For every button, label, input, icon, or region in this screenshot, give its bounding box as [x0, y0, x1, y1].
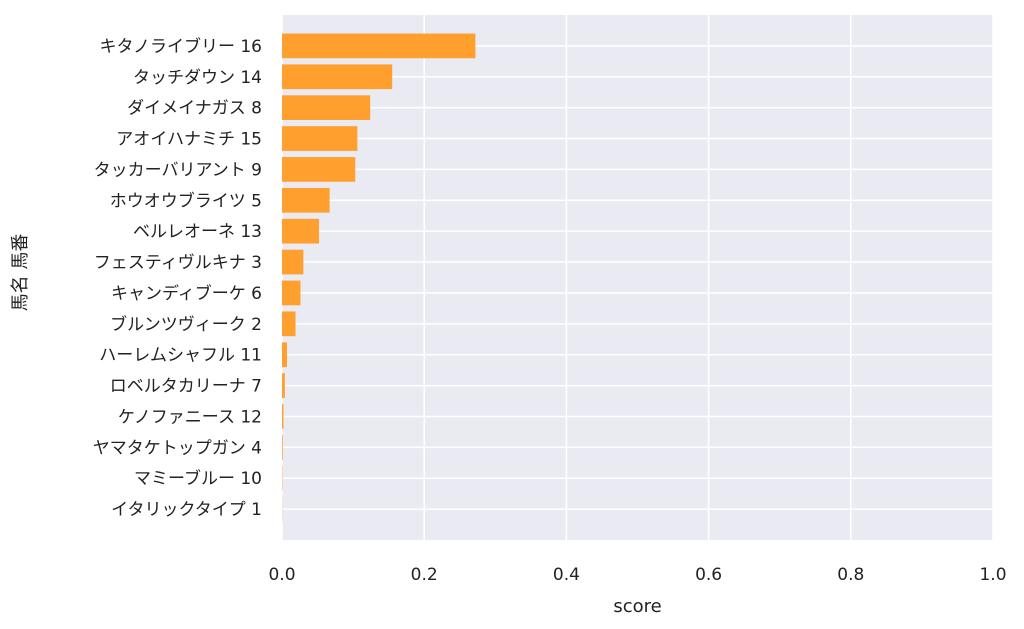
bar — [282, 280, 301, 306]
y-tick-label: イタリックタイプ 1 — [111, 500, 262, 520]
y-tick-label: アオイハナミチ 15 — [116, 130, 262, 150]
grid-lines — [281, 15, 994, 540]
y-tick-label: ケノファニース 12 — [118, 407, 262, 427]
plot-area — [282, 15, 993, 540]
bar — [282, 218, 319, 244]
bar — [282, 64, 393, 90]
x-tick-label: 1.0 — [979, 565, 1006, 585]
y-tick-label: キャンディブーケ 6 — [111, 283, 262, 304]
y-tick-label: タッカーバリアント 9 — [94, 160, 262, 180]
y-tick-labels: キタノライブリー 16 タッチダウン 14 ダイメイナガス 8 アオイハナミチ 15 タ… — [93, 36, 262, 520]
x-tick-labels: 0.0 0.2 0.4 0.6 0.8 1.0 — [268, 565, 1006, 585]
y-tick-label: ロベルタカリーナ 7 — [110, 377, 262, 397]
x-tick-label: 0.6 — [695, 565, 722, 585]
bar — [282, 187, 330, 213]
bar — [282, 157, 356, 182]
bars — [282, 33, 476, 522]
y-axis-label: 馬名 馬番 — [10, 234, 31, 312]
y-tick-label: ブルンツヴィーク 2 — [110, 314, 262, 335]
bar — [282, 249, 304, 275]
x-tick-label: 0.4 — [553, 565, 580, 585]
bar — [282, 95, 371, 120]
y-tick-label: ベルレオーネ 13 — [133, 222, 262, 242]
x-axis-label: score — [613, 596, 661, 617]
y-tick-label: タッチダウン 14 — [133, 68, 262, 88]
bar — [282, 435, 283, 460]
bar — [282, 33, 476, 59]
x-tick-label: 0.8 — [837, 565, 864, 585]
x-tick-label: 0.0 — [268, 565, 295, 585]
y-tick-label: ハーレムシャフル 11 — [99, 346, 262, 366]
bar — [282, 311, 296, 337]
y-tick-label: ホウオウブライツ 5 — [110, 190, 262, 211]
y-tick-label: フェスティヴルキナ 3 — [94, 253, 262, 273]
y-tick-label: キタノライブリー 16 — [99, 36, 262, 57]
y-tick-label: ヤマタケトップガン 4 — [93, 438, 262, 458]
x-tick-label: 0.2 — [411, 565, 438, 585]
bar — [282, 373, 285, 398]
bar — [282, 404, 284, 429]
y-tick-label: マミーブルー 10 — [134, 468, 262, 489]
bar — [282, 126, 358, 151]
bar — [282, 342, 287, 368]
y-tick-label: ダイメイナガス 8 — [127, 99, 262, 119]
